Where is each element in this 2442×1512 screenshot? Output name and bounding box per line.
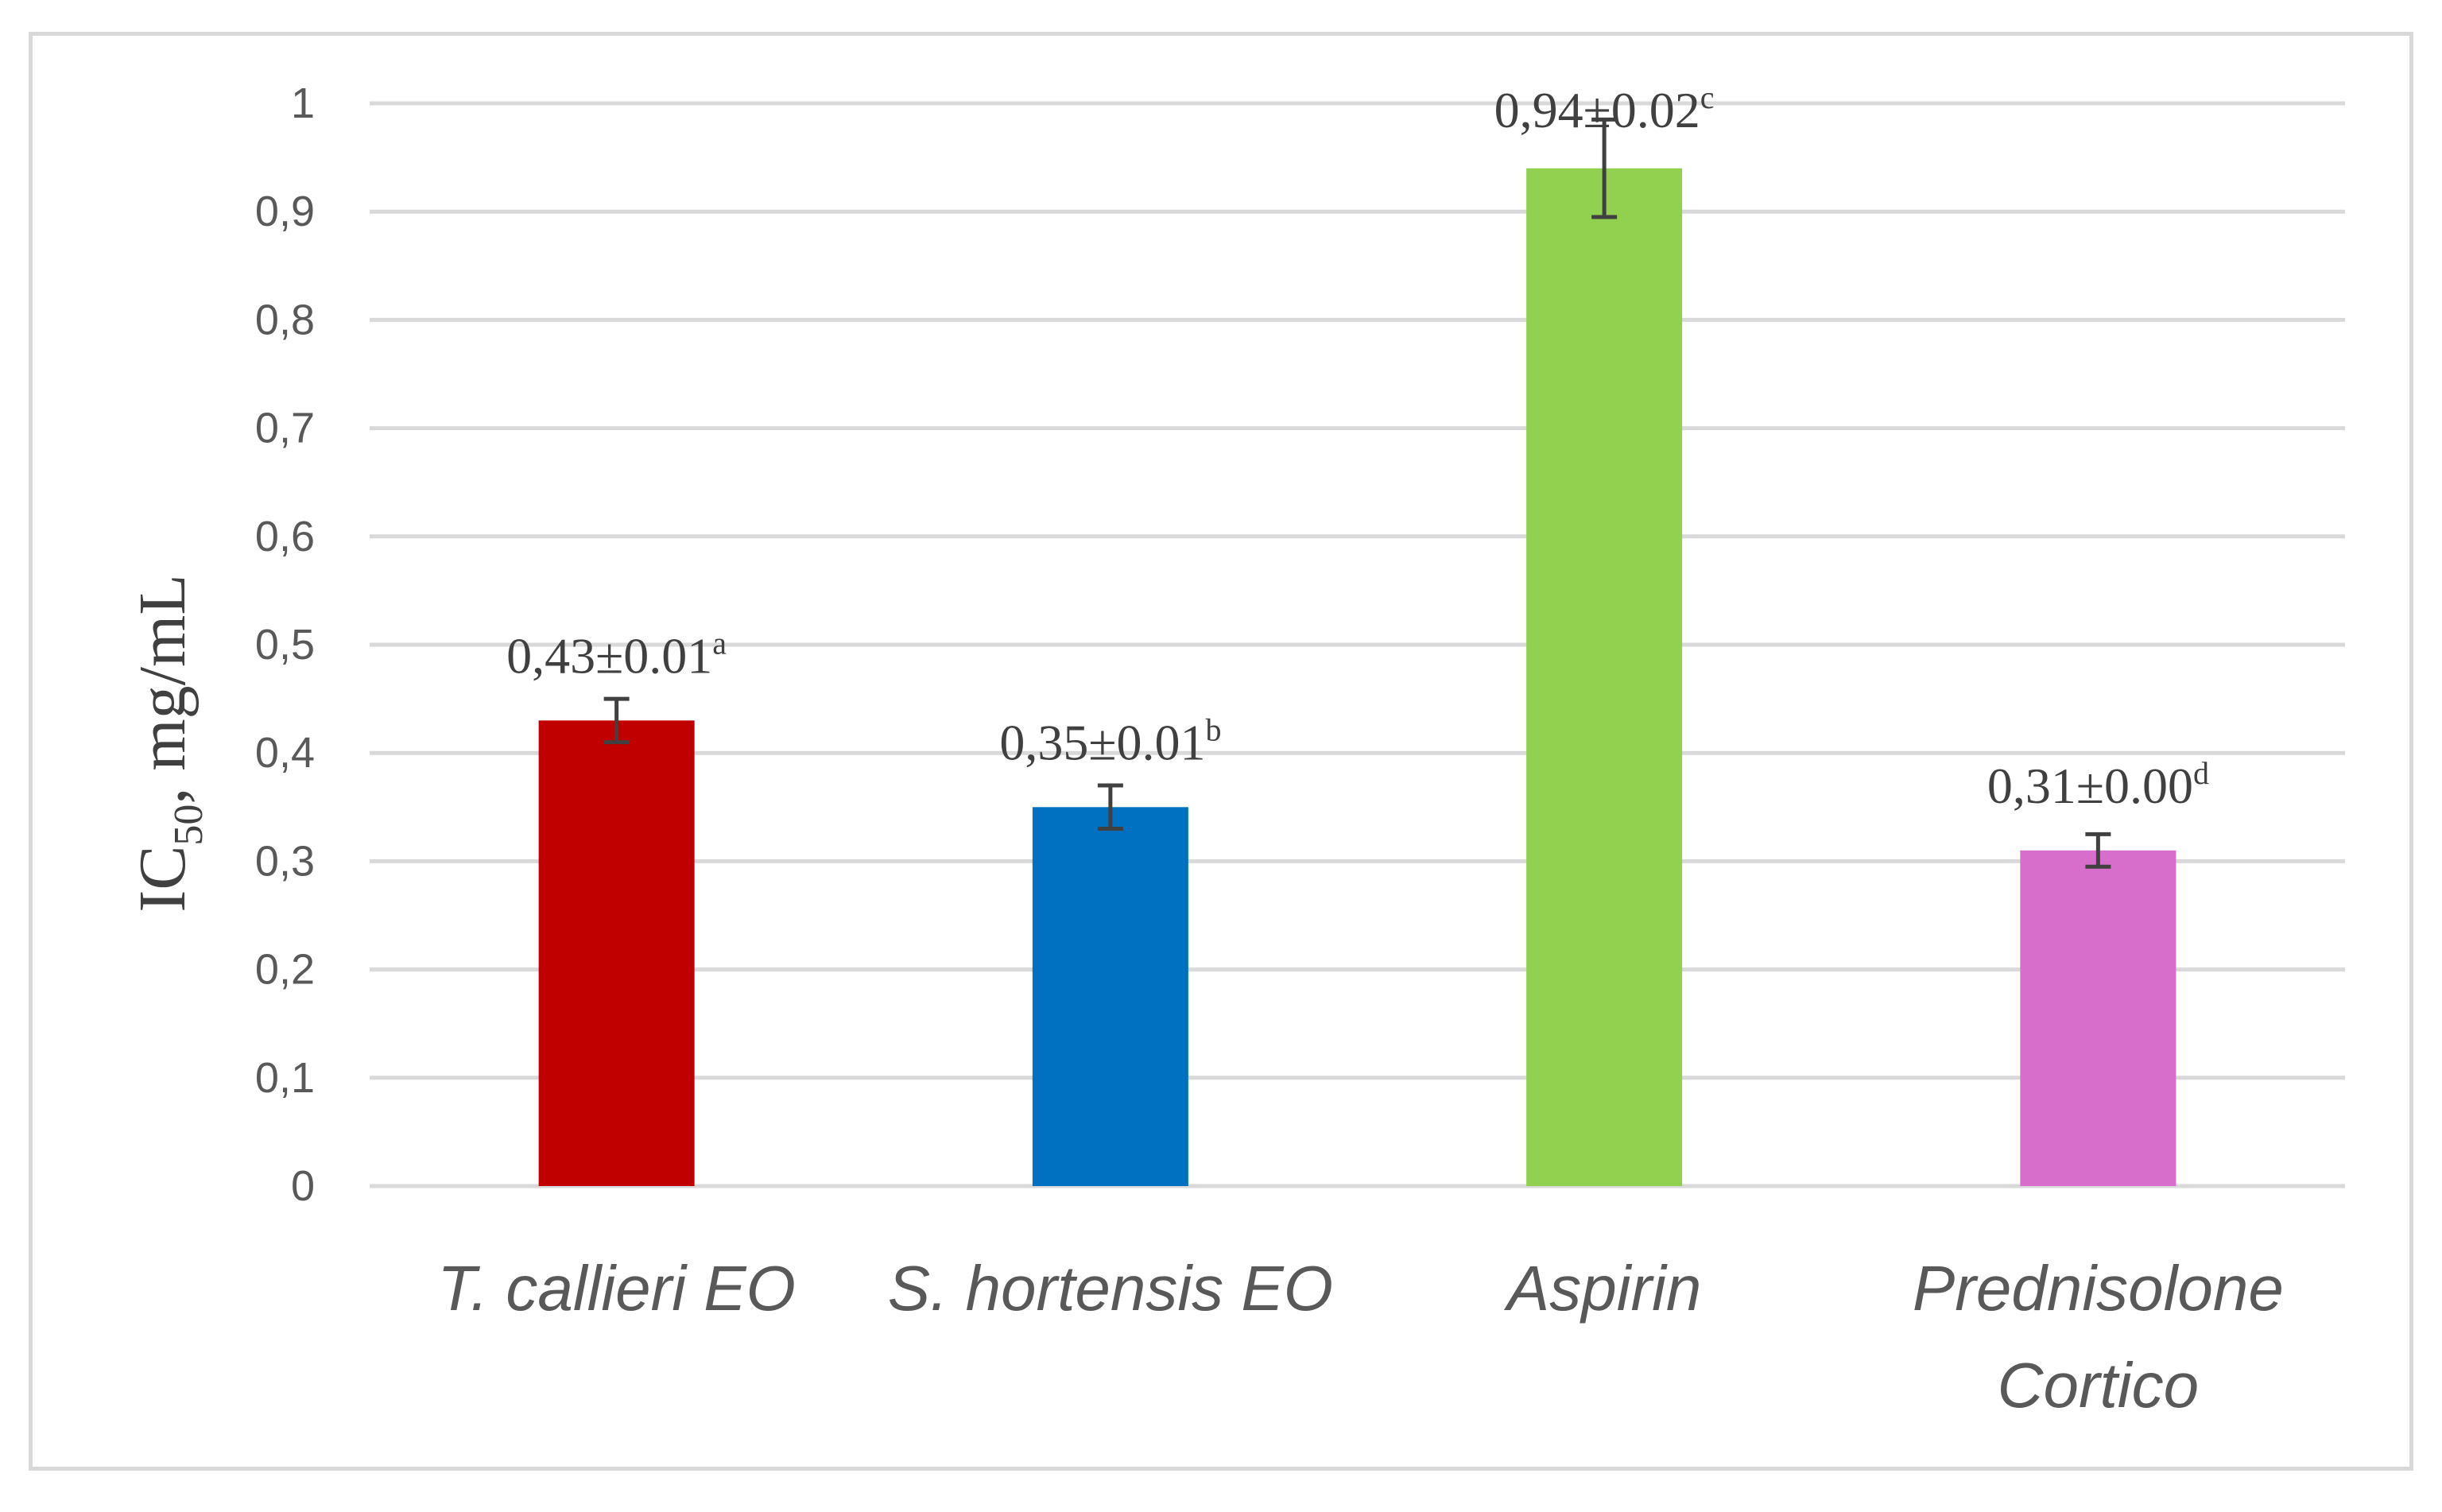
data-label-sd: 0.02	[1611, 82, 1700, 138]
y-tick-label: 0	[291, 1162, 315, 1210]
y-axis-label-subscript: 50	[166, 804, 211, 846]
x-category-label: Prednisolone	[1913, 1253, 2284, 1324]
x-category-label: T. callieri EO	[437, 1253, 796, 1324]
y-tick-label: 0,8	[255, 296, 315, 343]
bar	[538, 720, 695, 1186]
error-bar	[2085, 832, 2111, 869]
data-label-sd: 0.01	[623, 627, 712, 684]
error-bar	[1097, 783, 1123, 832]
data-label: 0,35±0.01b	[999, 711, 1221, 770]
data-label-letter: d	[2193, 755, 2209, 791]
y-tick-label: 0,9	[255, 188, 315, 235]
data-label-value: 0,94	[1494, 82, 1583, 138]
data-label-value: 0,43	[506, 627, 595, 684]
data-label: 0,43±0.01a	[506, 625, 727, 684]
y-tick-label: 0,7	[255, 405, 315, 452]
data-label: 0,94±0.02c	[1494, 79, 1715, 138]
data-label-value: 0,35	[999, 714, 1088, 770]
error-bars	[603, 117, 2111, 869]
y-axis-label: IC50, mg/mL	[126, 574, 211, 912]
error-bar	[1591, 117, 1618, 219]
y-tick-label: 0,3	[255, 837, 315, 885]
bar	[1032, 807, 1188, 1186]
y-tick-label: 0,6	[255, 513, 315, 560]
data-label-pm: ±	[2076, 758, 2104, 814]
y-tick-label: 1	[291, 79, 315, 127]
y-tick-label: 0,5	[255, 621, 315, 669]
data-label-sd: 0.01	[1116, 714, 1205, 770]
y-tick-label: 0,4	[255, 729, 315, 777]
x-axis-categories: T. callieri EO S. hortensis EO Aspirin Pred…	[437, 1253, 2284, 1421]
gridlines	[370, 101, 2345, 1188]
x-category-label: Cortico	[1998, 1350, 2199, 1421]
x-category-label: S. hortensis EO	[888, 1253, 1333, 1324]
y-axis-ticks: 0 0,1 0,2 0,3 0,4 0,5 0,6 0,7 0,8 0,9 1	[255, 79, 315, 1210]
error-bar	[603, 696, 630, 745]
data-label-value: 0,31	[1987, 758, 2076, 814]
bars	[538, 168, 2176, 1187]
y-axis-label-main: IC	[126, 846, 200, 913]
bar	[2020, 850, 2176, 1186]
data-label-pm: ±	[1583, 82, 1611, 138]
data-label-sd: 0.00	[2104, 758, 2193, 814]
data-label-pm: ±	[595, 627, 623, 684]
bar	[1526, 168, 1683, 1187]
data-label-letter: a	[712, 625, 727, 661]
data-label: 0,31±0.00d	[1987, 755, 2209, 814]
data-label-letter: b	[1205, 711, 1221, 747]
y-tick-label: 0,1	[255, 1054, 315, 1102]
x-category-label: Aspirin	[1504, 1253, 1702, 1324]
y-axis-label-rest: , mg/mL	[126, 574, 200, 804]
y-tick-label: 0,2	[255, 946, 315, 994]
data-label-letter: c	[1700, 79, 1715, 115]
data-label-pm: ±	[1088, 714, 1116, 770]
